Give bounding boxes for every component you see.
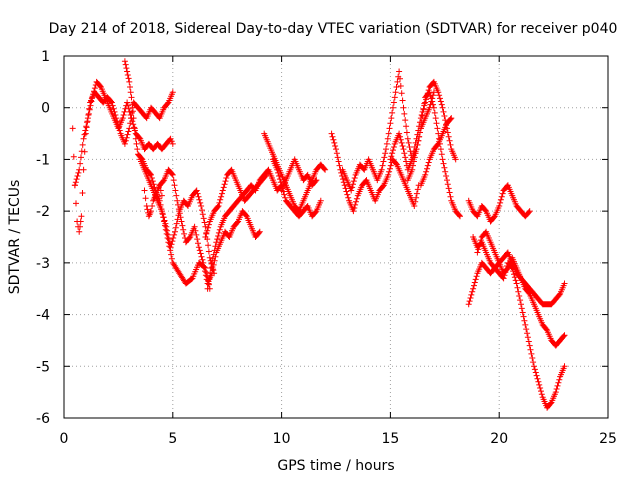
series-sat-j <box>269 156 324 220</box>
plus-markers <box>470 234 568 411</box>
plus-markers <box>465 182 533 225</box>
series-sat-k <box>278 156 320 194</box>
x-tick-label: 15 <box>381 431 399 447</box>
plus-markers <box>474 228 568 349</box>
series-sat-i <box>261 130 329 215</box>
plus-markers <box>156 166 263 287</box>
y-tick-label: -4 <box>36 308 50 324</box>
plus-markers <box>278 156 320 194</box>
series-sat-p <box>417 115 455 189</box>
x-tick-label: 10 <box>273 431 291 447</box>
series-sat-r <box>465 249 568 308</box>
y-tick-label: -3 <box>36 256 50 272</box>
plus-markers <box>69 89 176 235</box>
series-sat-l <box>328 130 422 215</box>
plus-markers <box>269 156 324 220</box>
series-sat-b <box>69 89 176 235</box>
x-tick-label: 0 <box>60 431 69 447</box>
x-tick-label: 20 <box>490 431 508 447</box>
y-tick-label: -1 <box>36 152 50 168</box>
series-sat-o <box>404 89 463 220</box>
y-tick-label: -5 <box>36 359 50 375</box>
series-sat-q <box>465 182 533 225</box>
x-axis-label: GPS time / hours <box>277 458 394 474</box>
y-tick-label: 0 <box>41 101 50 117</box>
data-marks <box>69 58 568 411</box>
chart-title: Day 214 of 2018, Sidereal Day-to-day VTE… <box>49 21 618 37</box>
plus-markers <box>204 166 285 292</box>
x-tick-label: 5 <box>168 431 177 447</box>
y-axis-label: SDTVAR / TECUs <box>7 180 23 295</box>
series-sat-f <box>156 166 263 287</box>
y-tick-label: 1 <box>41 49 50 65</box>
x-tick-labels: 0 5 10 15 20 25 <box>60 431 617 447</box>
series-sat-t <box>474 228 568 349</box>
plus-markers <box>404 89 463 220</box>
axis-ticks <box>63 55 609 419</box>
x-tick-label: 25 <box>599 431 617 447</box>
gridlines <box>64 56 608 418</box>
plus-markers <box>465 249 568 308</box>
series-sat-s <box>470 234 568 411</box>
y-tick-labels: -6 -5 -4 -3 -2 -1 0 1 <box>36 49 50 427</box>
y-tick-label: -6 <box>36 411 50 427</box>
plus-markers <box>417 115 455 189</box>
series-sat-h <box>204 166 285 292</box>
y-tick-label: -2 <box>36 204 50 220</box>
plus-markers <box>261 130 329 215</box>
plus-markers <box>328 130 422 215</box>
plot-frame <box>63 55 609 419</box>
